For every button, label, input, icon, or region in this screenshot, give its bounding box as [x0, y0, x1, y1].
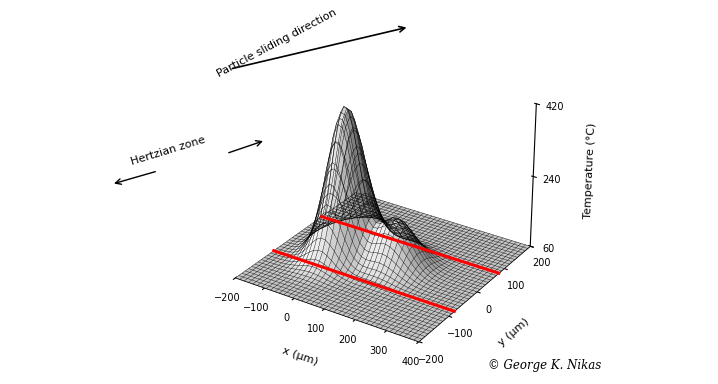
Text: Hertzian zone: Hertzian zone [129, 135, 206, 167]
Text: Particle sliding direction: Particle sliding direction [215, 7, 338, 79]
X-axis label: x (μm): x (μm) [281, 346, 319, 367]
Y-axis label: y (μm): y (μm) [496, 316, 531, 348]
Text: © George K. Nikas: © George K. Nikas [488, 359, 602, 372]
